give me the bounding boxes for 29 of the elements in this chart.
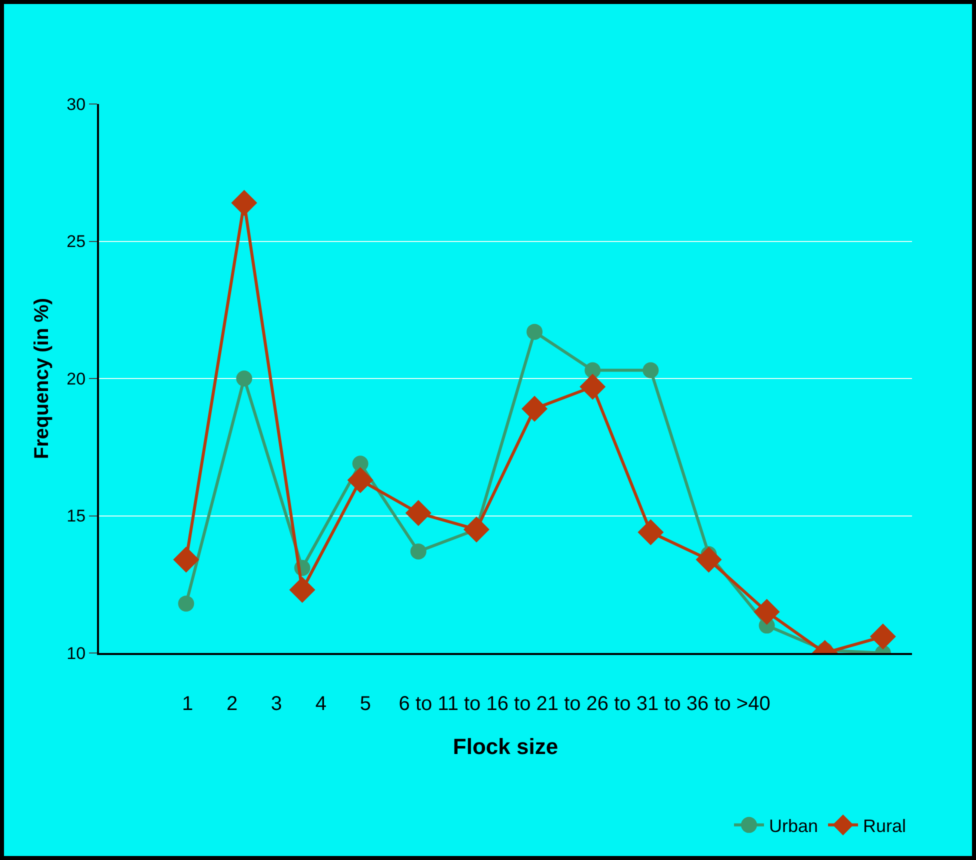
point	[526, 324, 543, 340]
point	[642, 362, 659, 378]
y-tick-label: 25	[66, 232, 86, 252]
point	[870, 624, 896, 650]
point	[405, 500, 432, 526]
point	[347, 467, 374, 494]
point	[173, 546, 200, 573]
y-axis-title: Frequency (in %)	[31, 298, 53, 460]
y-tick-label: 20	[66, 369, 86, 388]
y-tick-label: 10	[66, 644, 86, 663]
point	[410, 543, 426, 560]
point	[463, 516, 490, 542]
point	[522, 396, 548, 422]
point	[580, 374, 606, 400]
point	[289, 576, 316, 603]
y-tick-label: 30	[66, 94, 86, 114]
y-tick-label: 15	[66, 506, 86, 526]
point	[638, 519, 664, 546]
point	[584, 362, 601, 378]
x-axis-title: Flock size	[452, 734, 558, 759]
point	[352, 456, 368, 472]
point	[754, 598, 780, 625]
point	[231, 190, 258, 216]
point	[696, 546, 722, 573]
text: 1 2 3 4 5 6 to 11 to 16 to 21 to 26 to 31 to 36 to >40	[182, 693, 770, 715]
legend-label: Urban	[769, 816, 818, 836]
point	[236, 370, 252, 386]
legend-label: Rural	[863, 816, 906, 836]
point	[178, 596, 194, 612]
